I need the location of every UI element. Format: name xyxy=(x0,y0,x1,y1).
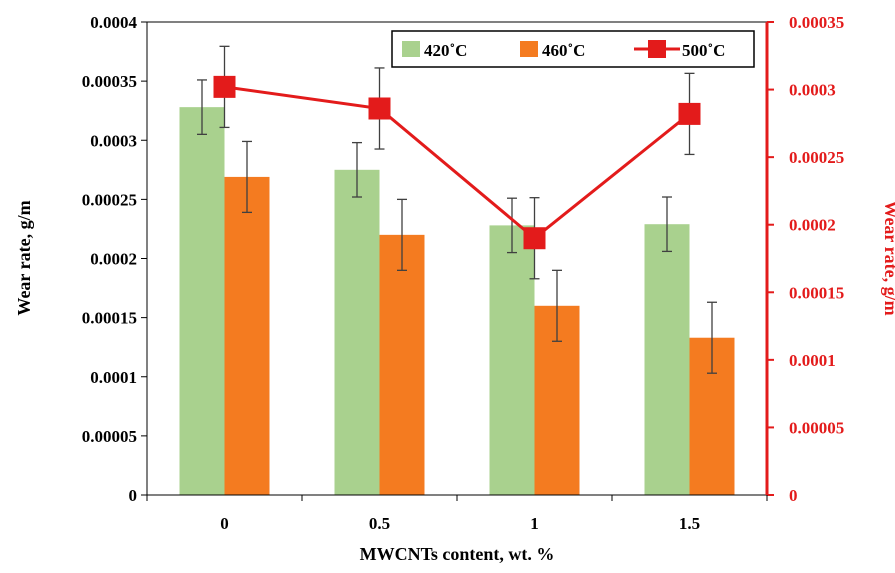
bar-series-group xyxy=(179,107,735,495)
right-tick-label-2: 0.0001 xyxy=(789,351,836,370)
line-marker-3 xyxy=(678,102,701,125)
line-marker-1 xyxy=(368,97,391,120)
line-marker-2 xyxy=(523,227,546,250)
x-tick-label-0: 0 xyxy=(220,514,229,533)
left-tick-label-3: 0.00015 xyxy=(82,309,137,328)
right-tick-label-4: 0.0002 xyxy=(789,216,836,235)
x-tick-label-3: 1.5 xyxy=(679,514,700,533)
y2-axis-title: Wear rate, g/m xyxy=(881,200,895,315)
legend-label-460: 460˚C xyxy=(542,41,585,60)
right-tick-label-5: 0.00025 xyxy=(789,148,844,167)
right-tick-label-1: 0.00005 xyxy=(789,418,844,437)
bar-1-1 xyxy=(379,234,425,495)
left-tick-label-6: 0.0003 xyxy=(90,131,137,150)
legend-marker-500 xyxy=(648,40,666,58)
x-axis-ticks: 0 0.5 1 1.5 xyxy=(146,495,768,533)
legend-frame xyxy=(391,30,755,68)
left-tick-label-4: 0.0002 xyxy=(90,250,137,269)
left-tick-label-7: 0.00035 xyxy=(82,72,137,91)
left-tick-label-0: 0 xyxy=(129,486,138,505)
bar-1-0 xyxy=(224,176,270,495)
bar-0-3 xyxy=(644,224,690,495)
legend-swatch-460 xyxy=(520,41,538,57)
legend: 420˚C 460˚C 500˚C xyxy=(391,30,755,68)
x-tick-label-1: 0.5 xyxy=(369,514,390,533)
line-marker-0 xyxy=(213,75,236,98)
line-series-path xyxy=(224,85,691,241)
left-tick-label-1: 0.00005 xyxy=(82,427,137,446)
right-y-axis-ticks: 0 0.00005 0.0001 0.00015 0.0002 0.00025 0.0003… xyxy=(767,13,844,505)
legend-label-500: 500˚C xyxy=(682,41,725,60)
bar-0-0 xyxy=(179,107,225,495)
x-axis-title: MWCNTs content, wt. % xyxy=(360,544,555,564)
right-tick-label-0: 0 xyxy=(789,486,798,505)
legend-label-420: 420˚C xyxy=(424,41,467,60)
left-tick-label-5: 0.00025 xyxy=(82,190,137,209)
right-tick-label-6: 0.0003 xyxy=(789,81,836,100)
left-tick-label-8: 0.0004 xyxy=(90,13,137,32)
bar-0-2 xyxy=(489,225,535,495)
bar-0-1 xyxy=(334,169,380,495)
right-tick-label-3: 0.00015 xyxy=(789,283,844,302)
y-axis-title: Wear rate, g/m xyxy=(14,200,34,315)
line-series-group xyxy=(213,75,701,250)
right-tick-label-7: 0.00035 xyxy=(789,13,844,32)
legend-swatch-420 xyxy=(402,41,420,57)
x-tick-label-2: 1 xyxy=(530,514,539,533)
left-tick-label-2: 0.0001 xyxy=(90,368,137,387)
left-y-axis-ticks: 0 0.00005 0.0001 0.00015 0.0002 0.00025 0.0003… xyxy=(82,13,147,505)
